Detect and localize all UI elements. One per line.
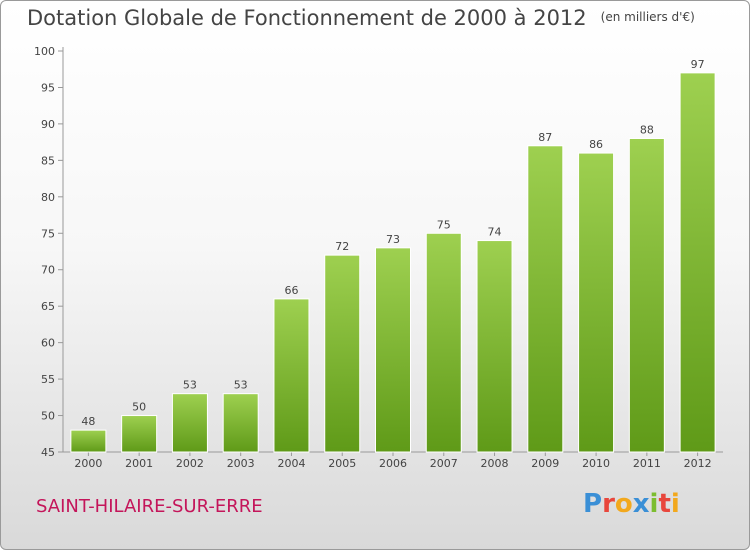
x-tick-label-2001: 2001 [125, 457, 153, 470]
logo-letter: r [602, 489, 615, 519]
y-tick-label: 70 [41, 264, 55, 277]
y-tick-label: 75 [41, 227, 55, 240]
bar-2004 [273, 298, 310, 453]
logo-letter: o [614, 489, 633, 519]
logo-letter: t [658, 489, 671, 519]
bar-2012 [679, 72, 716, 453]
bar-2006 [375, 247, 411, 453]
bar-2008 [476, 240, 513, 453]
data-label-2009: 87 [538, 131, 552, 144]
x-tick-label-2007: 2007 [430, 457, 458, 470]
y-tick-label: 50 [41, 410, 55, 423]
bar-2000 [70, 429, 107, 453]
commune-name: SAINT-HILAIRE-SUR-ERRE [36, 496, 263, 517]
data-label-2004: 66 [284, 284, 298, 297]
y-tick-label: 65 [41, 300, 55, 313]
data-label-2003: 53 [234, 379, 248, 392]
x-tick-label-2010: 2010 [582, 457, 610, 470]
logo-letter: i [670, 489, 680, 519]
y-tick-label: 100 [34, 45, 55, 58]
x-tick-label-2002: 2002 [176, 457, 204, 470]
data-label-2006: 73 [386, 233, 400, 246]
x-tick-label-2011: 2011 [633, 457, 661, 470]
data-label-2012: 97 [691, 58, 705, 71]
data-label-2005: 72 [335, 240, 349, 253]
bar-2011 [628, 137, 665, 453]
x-tick-label-2005: 2005 [328, 457, 356, 470]
y-tick-label: 85 [41, 154, 55, 167]
chart-title: Dotation Globale de Fonctionnement de 20… [27, 6, 695, 30]
data-label-2008: 74 [488, 226, 502, 239]
bar-2007 [425, 232, 462, 453]
bar-2010 [578, 152, 615, 453]
chart-unit-label: (en milliers d'€) [600, 10, 695, 24]
data-label-2001: 50 [132, 401, 146, 414]
bar-2003 [222, 393, 259, 453]
logo-letter: i [649, 489, 659, 519]
data-label-2000: 48 [81, 415, 95, 428]
x-tick-label-2003: 2003 [227, 457, 255, 470]
data-label-2007: 75 [437, 218, 451, 231]
data-label-2011: 88 [640, 123, 654, 136]
logo-letter: x [632, 489, 650, 519]
x-tick-label-2006: 2006 [379, 457, 407, 470]
bar-2001 [121, 415, 158, 453]
data-label-2010: 86 [589, 138, 603, 151]
y-tick-label: 95 [41, 81, 55, 94]
x-tick-label-2012: 2012 [684, 457, 712, 470]
x-tick-label-2000: 2000 [74, 457, 102, 470]
bar-2002 [171, 393, 208, 453]
logo-letter: P [583, 489, 603, 519]
y-tick-label: 80 [41, 191, 55, 204]
x-tick-label-2004: 2004 [277, 457, 305, 470]
data-label-2002: 53 [183, 379, 197, 392]
y-tick-label: 45 [41, 446, 55, 459]
y-tick-label: 60 [41, 337, 55, 350]
bar-2005 [324, 254, 361, 453]
y-tick-label: 55 [41, 373, 55, 386]
chart-title-text: Dotation Globale de Fonctionnement de 20… [27, 6, 587, 30]
proxiti-logo: Proxiti [583, 489, 680, 519]
x-tick-label-2009: 2009 [531, 457, 559, 470]
y-tick-label: 90 [41, 118, 55, 131]
x-tick-label-2008: 2008 [481, 457, 509, 470]
bar-2009 [527, 145, 564, 453]
